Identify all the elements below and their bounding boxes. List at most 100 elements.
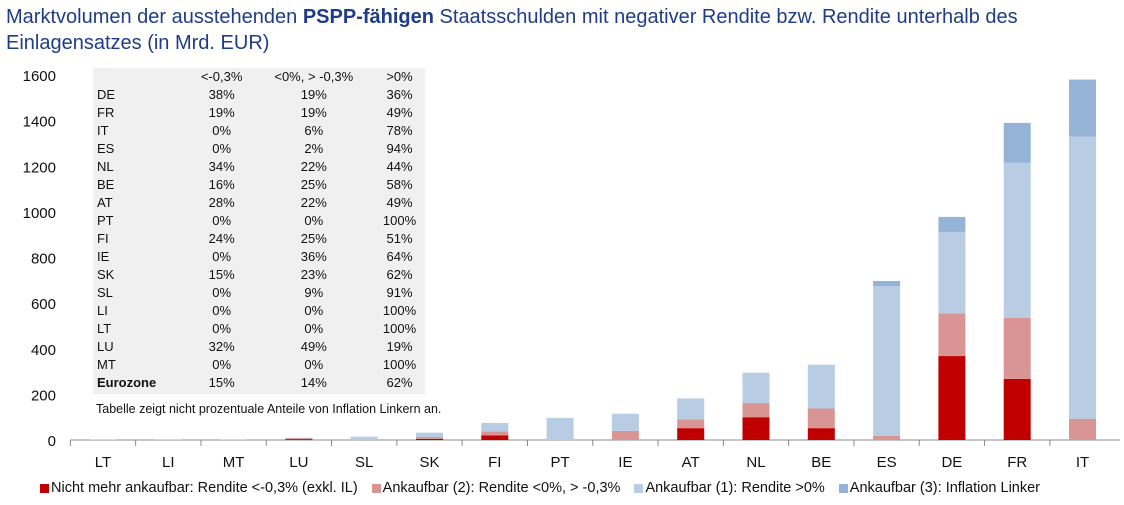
table-row: LT 0% 0% 100%: [93, 320, 425, 338]
table-cell: 0%: [212, 123, 232, 138]
table-cell: 49%: [300, 339, 327, 354]
table-cell: 16%: [208, 177, 235, 192]
legend-item: Ankaufbar (2): Rendite <0%, > -0,3%: [371, 480, 620, 496]
table-cell: 24%: [208, 231, 235, 246]
bar-segment-DE-1: [938, 313, 966, 357]
table-row: LI 0% 0% 100%: [93, 302, 425, 320]
table-cell: 62%: [386, 267, 413, 282]
table-cell: 91%: [386, 285, 413, 300]
table-country: ES: [97, 141, 115, 156]
y-tick-label: 600: [31, 296, 56, 313]
table-country: IE: [97, 249, 110, 264]
table-country: LI: [97, 303, 108, 318]
table-header: <-0,3%: [200, 69, 243, 84]
table-row: FR 19% 19% 49%: [93, 104, 425, 122]
title-bold: PSPP-fähigen: [302, 6, 434, 28]
x-tick-label: LI: [162, 454, 175, 471]
table-cell: 100%: [382, 357, 417, 372]
y-tick-label: 200: [31, 387, 56, 404]
bar-segment-MT-2: [220, 439, 248, 440]
table-cell: 62%: [386, 375, 413, 390]
table-cell: 49%: [386, 105, 413, 120]
bar-segment-FR-3: [1003, 122, 1031, 163]
table-country: FR: [97, 105, 115, 120]
bar-segment-BE-1: [807, 408, 835, 429]
table-country: Eurozone: [97, 375, 157, 390]
x-tick-label: MT: [223, 454, 245, 471]
table-cell: 78%: [386, 123, 413, 138]
table-header: >0%: [386, 69, 413, 84]
table-country: AT: [97, 195, 113, 210]
legend-item: Ankaufbar (1): Rendite >0%: [634, 480, 825, 496]
legend-swatch: [634, 483, 644, 493]
table-cell: 15%: [208, 267, 235, 282]
bar-segment-LT-2: [89, 439, 117, 440]
table-cell: 9%: [304, 285, 324, 300]
table-cell: 2%: [304, 141, 324, 156]
bar-segment-FR-1: [1003, 317, 1031, 379]
table-country: BE: [97, 177, 115, 192]
legend-label: Ankaufbar (1): Rendite >0%: [645, 480, 825, 496]
table-row: ES 0% 2% 94%: [93, 140, 425, 158]
table-cell: 36%: [300, 249, 327, 264]
legend-item: Nicht mehr ankaufbar: Rendite <-0,3% (ex…: [40, 480, 358, 496]
share-table: <-0,3% <0%, > -0,3% >0% DE 38% 19% 36% FR 19% 19%…: [93, 68, 425, 394]
bar-segment-FI-1: [481, 431, 509, 436]
y-tick-label: 800: [31, 251, 56, 268]
bar-segment-IT-2: [1069, 136, 1096, 419]
table-cell: 100%: [382, 303, 417, 318]
table-row: NL 34% 22% 44%: [93, 158, 425, 176]
table-country: NL: [97, 159, 114, 174]
table-cell: 15%: [208, 375, 235, 390]
table-row: Eurozone 15% 14% 62%: [93, 374, 425, 392]
x-tick-label: ES: [877, 454, 897, 471]
table-cell: 19%: [300, 105, 327, 120]
table-row: IE 0% 36% 64%: [93, 248, 425, 266]
x-tick-label: LU: [289, 454, 308, 471]
x-tick-label: PT: [551, 454, 570, 471]
table-row: LU 32% 49% 19%: [93, 338, 425, 356]
table-country: SK: [97, 267, 115, 282]
bar-segment-AT-2: [677, 398, 705, 420]
table-cell: 0%: [212, 357, 232, 372]
table-cell: 0%: [212, 213, 232, 228]
table-cell: 14%: [300, 375, 327, 390]
table-cell: 58%: [386, 177, 413, 192]
table-cell: 28%: [208, 195, 235, 210]
y-tick-label: 1400: [23, 114, 56, 131]
bar-segment-FI-2: [481, 422, 509, 432]
bar-segment-FR-2: [1003, 162, 1031, 318]
table-cell: 0%: [304, 321, 324, 336]
table-country: FI: [97, 231, 109, 246]
table-row: BE 16% 25% 58%: [93, 176, 425, 194]
bar-segment-SL-2: [350, 436, 378, 440]
x-tick-label: IE: [618, 454, 632, 471]
table-header: [93, 68, 190, 86]
title-text-2: Staatsschulden mit negativer Rendite bzw…: [6, 6, 1018, 54]
table-row: SL 0% 9% 91%: [93, 284, 425, 302]
table-cell: 0%: [212, 285, 232, 300]
bar-segment-NL-1: [742, 403, 770, 418]
bar-segment-FR-0: [1003, 378, 1031, 440]
legend-item: Ankaufbar (3): Inflation Linker: [838, 480, 1040, 496]
bar-segment-SK-0: [416, 438, 443, 440]
table-cell: 32%: [208, 339, 235, 354]
table-row: FI 24% 25% 51%: [93, 230, 425, 248]
legend: Nicht mehr ankaufbar: Rendite <-0,3% (ex…: [40, 480, 1040, 496]
table-cell: 100%: [382, 213, 417, 228]
bar-segment-LU-0: [285, 439, 313, 440]
table-cell: 22%: [300, 195, 327, 210]
table-cell: 23%: [300, 267, 327, 282]
table-country: SL: [97, 285, 113, 300]
y-tick-label: 1000: [23, 205, 56, 222]
bar-segment-IT-1: [1069, 418, 1096, 440]
table-cell: 25%: [300, 231, 327, 246]
x-tick-label: FR: [1007, 454, 1027, 471]
table-cell: 64%: [386, 249, 413, 264]
y-tick-label: 1600: [23, 68, 56, 85]
table-cell: 0%: [212, 303, 232, 318]
bar-segment-LU-1: [285, 438, 313, 440]
table-cell: 0%: [212, 249, 232, 264]
y-tick-label: 0: [48, 433, 56, 450]
